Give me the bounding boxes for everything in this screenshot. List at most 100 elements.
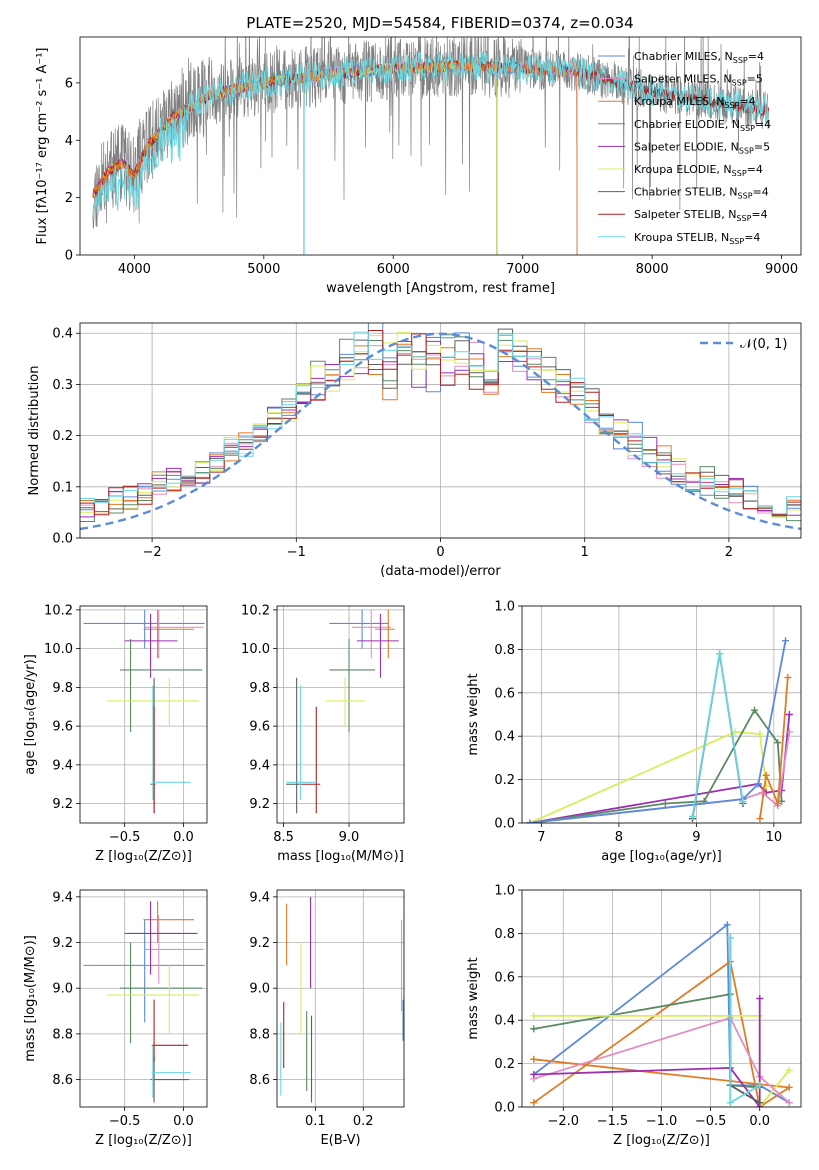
x-tick-label: −2.0 xyxy=(547,1114,579,1129)
y-axis-label: Normed distribution xyxy=(27,366,42,496)
weight-marker-orange xyxy=(530,1055,538,1063)
y-tick-label: 0.6 xyxy=(494,686,515,701)
y-tick-label: 9.0 xyxy=(52,982,73,997)
y-tick-label: 0.4 xyxy=(494,1014,515,1029)
y-axis-label: mass [log₁₀(M/M⊙)] xyxy=(23,935,38,1062)
weight-marker-pink xyxy=(785,1099,793,1107)
weight-marker-pink xyxy=(758,789,766,797)
y-tick-label: 9.2 xyxy=(52,936,73,951)
normal-curve xyxy=(80,332,801,531)
y-axis-label: age [log₁₀(age/yr)] xyxy=(23,654,38,775)
y-axis-label: mass weight xyxy=(466,673,481,755)
plot-area-weight_vs_age xyxy=(526,637,793,823)
weight-marker-purple xyxy=(530,1070,538,1078)
y-tick-label: 9.4 xyxy=(52,890,73,905)
y-tick-label: 4 xyxy=(65,134,73,149)
plot-area-spectrum xyxy=(92,37,770,255)
y-tick-label: 9.8 xyxy=(52,681,73,696)
weight-marker-dark xyxy=(756,1099,764,1107)
x-tick-label: 4000 xyxy=(118,262,151,277)
axes-residuals: −2 −1 0 1 2 0.0 0.1 0.2 0.3 0.4 (data-model)/error… xyxy=(27,322,802,579)
axes-frame xyxy=(276,605,405,824)
weight-marker-yellow xyxy=(785,1066,793,1074)
weight-line-orange xyxy=(533,960,792,1107)
histogram-red xyxy=(80,330,801,516)
y-tick-label: 8.6 xyxy=(249,1073,270,1088)
y-tick-label: 8.8 xyxy=(249,1027,270,1042)
x-tick-label: 0 xyxy=(436,545,444,560)
axes-frame xyxy=(521,605,802,824)
y-tick-label: 9.2 xyxy=(249,797,270,812)
x-tick-label: 2 xyxy=(725,545,733,560)
x-tick-label: 5000 xyxy=(247,262,280,277)
y-tick-label: 8.8 xyxy=(52,1027,73,1042)
legend-label: Chabrier ELODIE, NSSP=4 xyxy=(634,118,771,133)
weight-line-orange xyxy=(759,677,789,819)
y-tick-label: 9.4 xyxy=(249,890,270,905)
x-tick-label: 0.1 xyxy=(305,1114,326,1129)
y-tick-label: 9.6 xyxy=(52,720,73,735)
y-tick-label: 8.6 xyxy=(52,1073,73,1088)
x-tick-label: −1 xyxy=(287,545,306,560)
y-tick-label: 9.2 xyxy=(249,936,270,951)
axes-frame xyxy=(79,322,802,539)
weight-marker-cyan xyxy=(739,797,747,805)
figure-title: PLATE=2520, MJD=54584, FIBERID=0374, z=0… xyxy=(246,14,633,32)
y-tick-label: 1.0 xyxy=(494,884,515,899)
x-tick-label: 7 xyxy=(537,830,545,845)
x-axis-label: wavelength [Angstrom, rest frame] xyxy=(326,281,555,296)
y-tick-label: 0.2 xyxy=(494,773,515,788)
axes-frame xyxy=(521,889,802,1108)
y-tick-label: 0.4 xyxy=(494,730,515,745)
y-tick-label: 0.8 xyxy=(494,927,515,942)
weight-marker-yellow xyxy=(756,730,764,738)
y-tick-label: 0.3 xyxy=(52,378,73,393)
x-tick-label: 8.5 xyxy=(273,830,294,845)
axes-frame xyxy=(276,889,405,1108)
weight-marker-purple xyxy=(785,711,793,718)
x-axis-label: age [log₁₀(age/yr)] xyxy=(601,849,722,864)
x-tick-label: 9 xyxy=(692,830,700,845)
legend-label: Chabrier MILES, NSSP=4 xyxy=(634,50,764,65)
y-tick-label: 0.2 xyxy=(494,1057,515,1072)
axes-mass_vs_Z: −0.5 0.0 8.6 8.8 9.0 9.2 9.4 Z [log₁₀(Z/Z⊙)] mas… xyxy=(23,889,208,1148)
x-tick-label: 9000 xyxy=(765,262,798,277)
weight-marker-orange xyxy=(530,1099,538,1107)
weight-marker-blue xyxy=(723,921,731,929)
y-tick-label: 0.6 xyxy=(494,970,515,985)
y-tick-label: 9.0 xyxy=(249,982,270,997)
y-tick-label: 9.2 xyxy=(52,797,73,812)
y-tick-label: 10.2 xyxy=(241,603,270,618)
y-tick-label: 0.4 xyxy=(52,327,73,342)
x-tick-label: 6000 xyxy=(377,262,410,277)
x-tick-label: −2 xyxy=(143,545,162,560)
x-axis-label: mass [log₁₀(M/M⊙)] xyxy=(277,849,404,864)
y-tick-label: 0.2 xyxy=(52,429,73,444)
legend-label: Kroupa ELODIE, NSSP=4 xyxy=(634,163,763,178)
weight-marker-orange xyxy=(785,1083,793,1091)
x-tick-label: −1.0 xyxy=(646,1114,678,1129)
x-axis-label: Z [log₁₀(Z/Z⊙)] xyxy=(95,849,192,864)
axes-spectrum: 4000 5000 6000 7000 8000 9000 0 2 4 6 wavelength [… xyxy=(35,36,802,296)
axes-frame xyxy=(79,889,208,1108)
x-tick-label: 7000 xyxy=(506,262,539,277)
x-tick-label: 8 xyxy=(615,830,623,845)
weight-marker-yellow xyxy=(530,1012,538,1020)
y-tick-label: 2 xyxy=(65,191,73,206)
y-axis-label: mass weight xyxy=(466,957,481,1039)
weight-marker-blue xyxy=(782,637,789,645)
histogram-yellow xyxy=(80,331,801,518)
x-tick-label: 8000 xyxy=(636,262,669,277)
x-tick-label: −0.5 xyxy=(109,1114,141,1129)
histogram-cyan xyxy=(80,331,801,515)
weight-marker-cyan xyxy=(726,934,734,942)
weight-marker-orange xyxy=(762,771,770,779)
weight-line-pink xyxy=(533,1016,790,1104)
y-tick-label: 0.8 xyxy=(494,643,515,658)
y-tick-label: 10.2 xyxy=(44,603,73,618)
weight-marker-cyan xyxy=(726,1099,734,1107)
x-axis-label: Z [log₁₀(Z/Z⊙)] xyxy=(613,1133,710,1148)
weight-marker-cyan xyxy=(716,650,724,658)
weight-marker-green xyxy=(530,1025,538,1033)
